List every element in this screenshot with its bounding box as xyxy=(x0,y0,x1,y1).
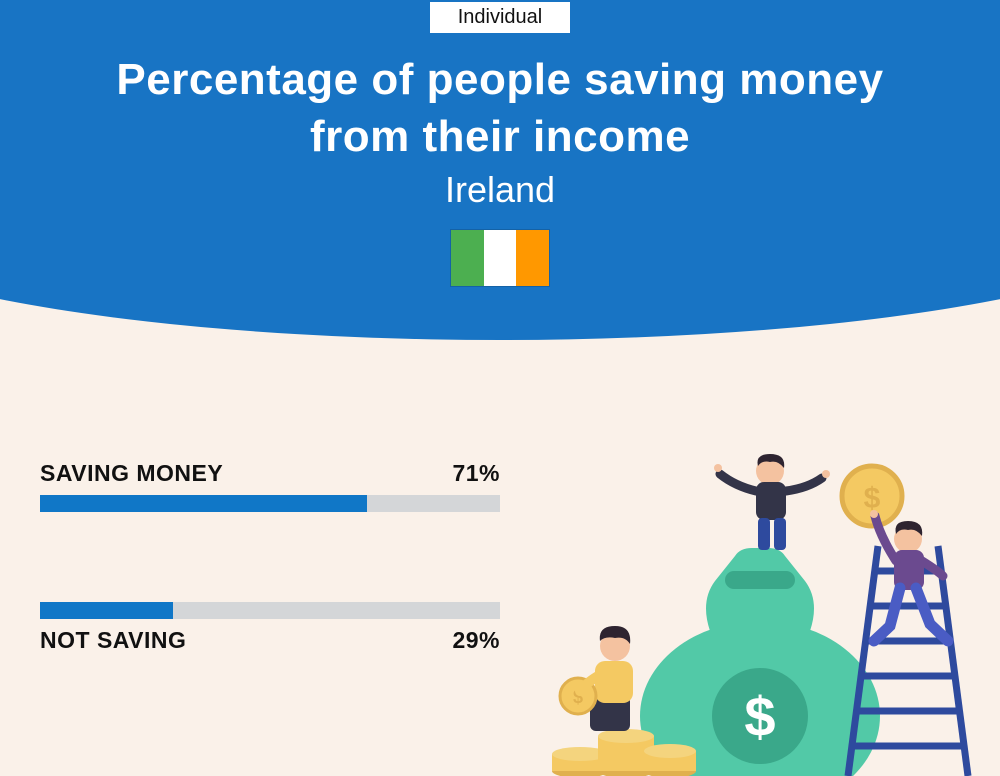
header: Individual Percentage of people saving m… xyxy=(0,0,1000,292)
bar-label-row: SAVING MONEY 71% xyxy=(40,460,500,487)
bar-track xyxy=(40,602,500,619)
bar-fill xyxy=(40,602,173,619)
dollar-sign-icon: $ xyxy=(864,482,881,515)
bar-saving-money: SAVING MONEY 71% xyxy=(40,460,500,512)
bar-value: 71% xyxy=(452,460,500,487)
flag-stripe-orange xyxy=(516,230,549,286)
money-bag-tie xyxy=(725,571,795,589)
title-line-2: from their income xyxy=(310,112,690,161)
person-standing-icon xyxy=(714,454,830,550)
bar-fill xyxy=(40,495,367,512)
flag-stripe-white xyxy=(484,230,517,286)
bar-chart: SAVING MONEY 71% NOT SAVING 29% xyxy=(40,460,500,744)
person-sitting-icon: $ xyxy=(560,626,633,731)
dollar-sign-icon: $ xyxy=(744,685,775,748)
bar-track xyxy=(40,495,500,512)
country-name: Ireland xyxy=(0,169,1000,211)
title-line-1: Percentage of people saving money xyxy=(116,55,883,104)
flag-stripe-green xyxy=(451,230,484,286)
bar-label: NOT SAVING xyxy=(40,627,186,654)
money-bag-neck xyxy=(706,548,814,631)
bar-label: SAVING MONEY xyxy=(40,460,223,487)
savings-illustration: $ $ xyxy=(540,416,980,776)
ireland-flag-icon xyxy=(450,229,550,287)
bar-value: 29% xyxy=(452,627,500,654)
category-badge: Individual xyxy=(430,2,571,33)
person-on-ladder-icon xyxy=(870,510,948,641)
main-title: Percentage of people saving money from t… xyxy=(0,51,1000,165)
bar-label-row: NOT SAVING 29% xyxy=(40,627,500,654)
bar-not-saving: NOT SAVING 29% xyxy=(40,602,500,654)
